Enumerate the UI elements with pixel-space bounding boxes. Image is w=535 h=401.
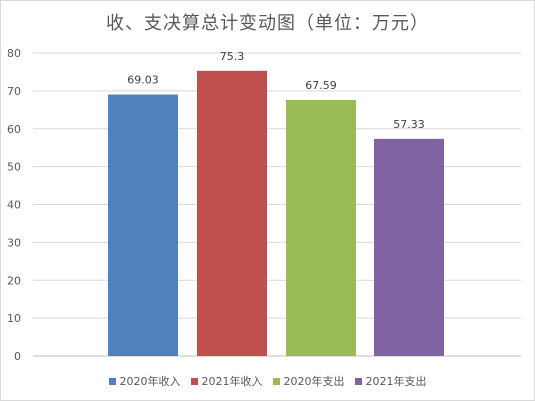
bars [108, 70, 444, 357]
y-tick-label: 50 [7, 161, 21, 174]
legend-swatch [354, 377, 362, 385]
bar-value-label: 75.3 [220, 50, 245, 63]
bar [108, 94, 178, 356]
legend-label: 2020年收入 [119, 375, 181, 388]
bar [197, 70, 267, 357]
y-tick-label: 0 [14, 350, 21, 363]
y-tick-label: 10 [7, 312, 21, 325]
gridlines [33, 52, 521, 357]
bar-value-label: 69.03 [127, 74, 159, 87]
legend-item: 2021年收入 [190, 373, 263, 389]
y-tick-label: 70 [7, 85, 21, 98]
y-axis-ticks: 0 10 20 30 40 50 60 70 80 [7, 47, 21, 363]
y-tick-label: 60 [7, 123, 21, 136]
y-tick-label: 40 [7, 199, 21, 212]
legend-swatch [190, 377, 198, 385]
bar [374, 138, 444, 356]
chart-title: 收、支决算总计变动图（单位：万元） [106, 13, 429, 34]
bar-value-label: 57.33 [393, 118, 425, 131]
y-tick-label: 20 [7, 274, 21, 287]
bar-value-label: 67.59 [305, 79, 337, 92]
chart-legend: 2020年收入 2021年收入 2020年支出 2021年支出 [1, 373, 534, 389]
y-tick-label: 80 [7, 47, 21, 60]
legend-item: 2021年支出 [354, 373, 427, 389]
bar [286, 100, 356, 357]
legend-label: 2020年支出 [283, 375, 345, 388]
legend-swatch [272, 377, 280, 385]
legend-item: 2020年支出 [272, 373, 345, 389]
y-tick-label: 30 [7, 236, 21, 249]
data-labels: 69.03 75.3 67.59 57.33 [127, 50, 425, 131]
legend-label: 2021年收入 [201, 375, 263, 388]
legend-label: 2021年支出 [365, 375, 427, 388]
legend-swatch [108, 377, 116, 385]
legend-item: 2020年收入 [108, 373, 181, 389]
